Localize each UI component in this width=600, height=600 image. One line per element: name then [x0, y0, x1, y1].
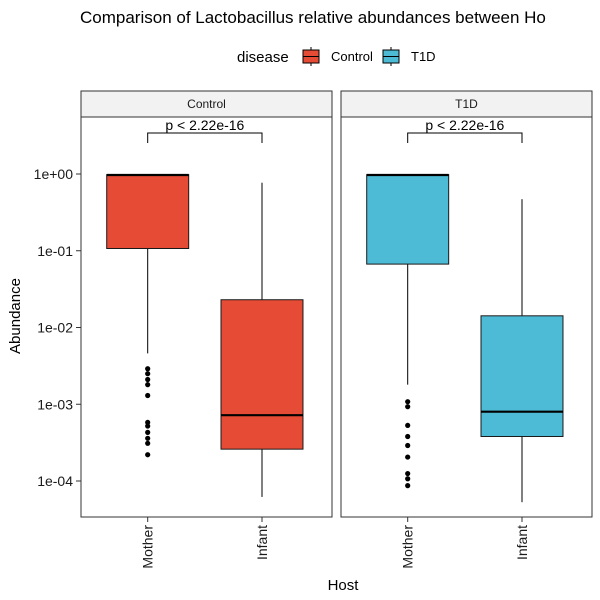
outlier-point: [405, 476, 411, 482]
outlier-point: [405, 404, 411, 410]
facet-strip-label: T1D: [455, 97, 478, 111]
outlier-point: [145, 382, 151, 388]
legend-entry: Control: [302, 47, 373, 66]
outlier-point: [405, 442, 411, 449]
outlier-point: [145, 435, 151, 441]
outlier-point: [145, 452, 151, 458]
outlier-point: [145, 429, 151, 435]
legend-label: T1D: [411, 49, 436, 64]
box-infant: [220, 182, 304, 497]
x-axis-title: Host: [328, 577, 360, 594]
facet-strip: [340, 90, 593, 118]
outlier-point: [145, 392, 151, 399]
p-value-label: p < 2.22e-16: [165, 117, 244, 133]
facet-panels: Control Mother Infant p < 2.22e-16 T1D Mother…: [80, 90, 593, 569]
outlier-point: [145, 423, 151, 429]
p-value-label: p < 2.22e-16: [425, 117, 504, 133]
outlier-point: [145, 366, 151, 372]
facet-strip: [80, 90, 333, 118]
legend-label: Control: [331, 49, 373, 64]
outlier-point: [405, 433, 411, 440]
box-iqr: [106, 174, 190, 249]
box-mother: [106, 173, 190, 458]
outlier-point: [405, 470, 411, 477]
outlier-point: [145, 376, 151, 383]
outlier-point: [145, 440, 151, 446]
x-tick-label: Mother: [140, 525, 156, 569]
outlier-point: [405, 422, 411, 429]
y-tick-label: 1e+00: [34, 166, 74, 182]
facet-strip-label: Control: [187, 97, 226, 111]
y-axis-title: Abundance: [7, 278, 24, 354]
legend-entry: T1D: [382, 47, 436, 66]
x-tick-label: Infant: [514, 525, 530, 560]
legend-title: disease: [237, 49, 289, 66]
box-iqr: [220, 299, 304, 450]
significance-bracket: [407, 132, 523, 143]
box-iqr: [480, 315, 564, 438]
panel-border: [80, 116, 333, 518]
box-mother: [366, 173, 450, 489]
outlier-point: [405, 399, 411, 405]
y-tick-label: 1e-04: [37, 473, 73, 489]
box-iqr: [366, 174, 450, 265]
significance-bracket: [147, 132, 263, 143]
box-infant: [480, 199, 564, 503]
legend-entries: Control T1D: [302, 47, 436, 66]
chart-title: Comparison of Lactobacillus relative abu…: [80, 8, 546, 27]
facet-panel: Control Mother Infant p < 2.22e-16: [80, 90, 333, 569]
y-tick-label: 1e-02: [37, 320, 73, 336]
legend: disease Control T1D: [237, 47, 436, 66]
facet-panel: T1D Mother Infant p < 2.22e-16: [340, 90, 593, 569]
x-tick-label: Infant: [254, 525, 270, 560]
outlier-point: [405, 454, 411, 460]
y-tick-label: 1e-03: [37, 396, 73, 412]
outlier-point: [145, 371, 151, 377]
y-axis: 1e+00 1e-01 1e-02 1e-03 1e-04: [34, 166, 81, 489]
outlier-point: [145, 419, 151, 426]
y-tick-label: 1e-01: [37, 243, 73, 259]
panel-border: [340, 116, 593, 518]
x-tick-label: Mother: [400, 525, 416, 569]
outlier-point: [405, 483, 411, 489]
